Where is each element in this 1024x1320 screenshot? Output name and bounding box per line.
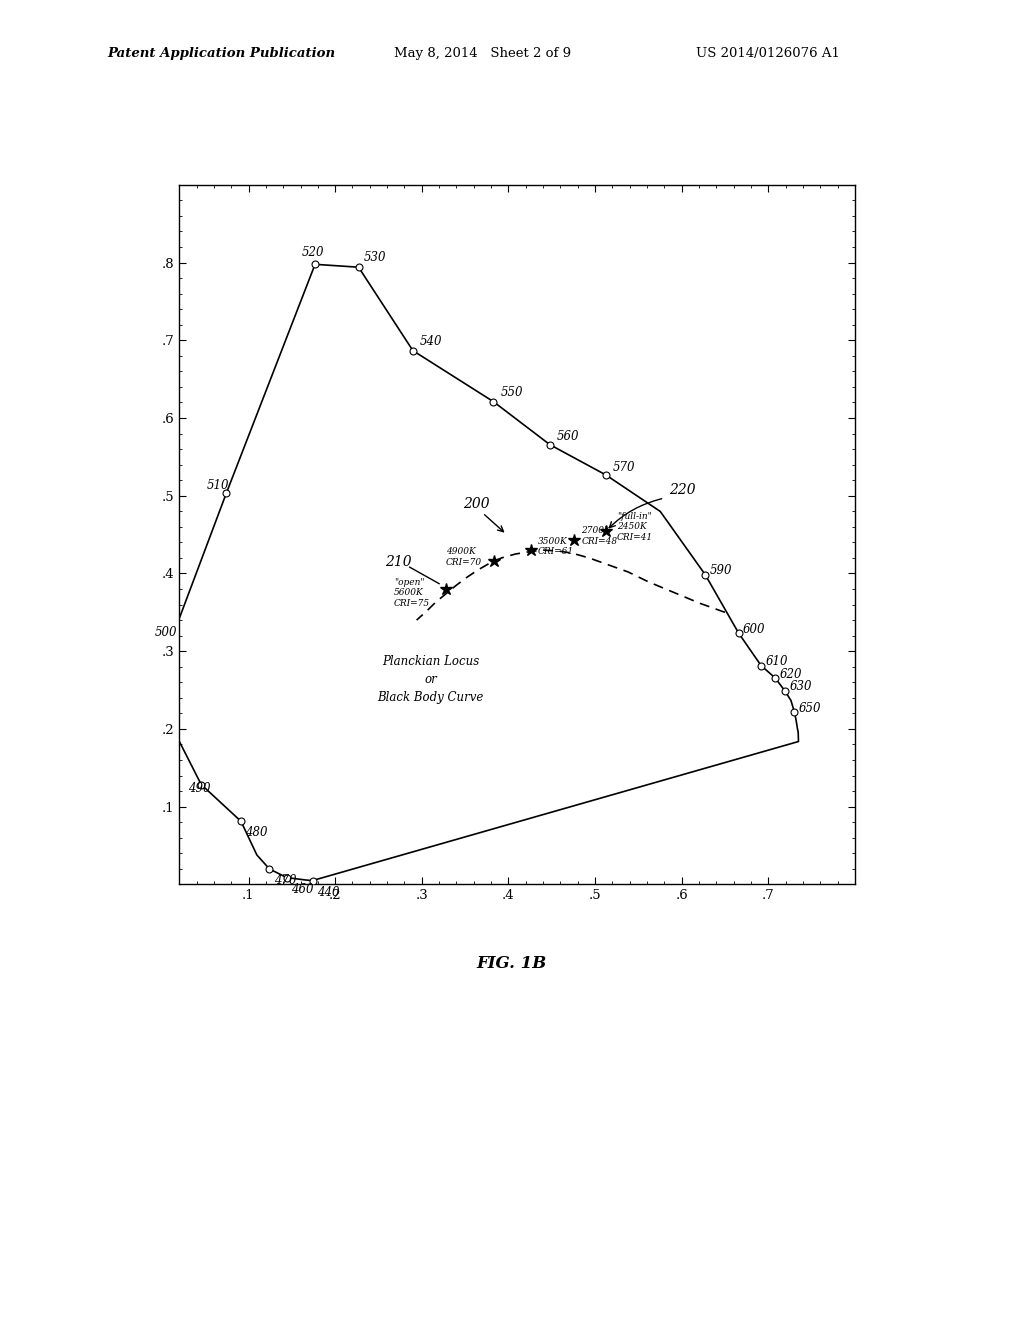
Text: May 8, 2014   Sheet 2 of 9: May 8, 2014 Sheet 2 of 9 [394, 46, 571, 59]
Text: 520: 520 [302, 246, 325, 259]
Text: 540: 540 [420, 335, 442, 347]
Text: 560: 560 [557, 430, 580, 444]
Text: 490: 490 [188, 781, 211, 795]
Text: 650: 650 [799, 702, 821, 714]
Text: 620: 620 [779, 668, 802, 681]
Text: 220: 220 [669, 483, 695, 496]
Text: "open"
5600K
CRI=75: "open" 5600K CRI=75 [394, 578, 430, 607]
Text: 630: 630 [790, 680, 812, 693]
Text: 440: 440 [317, 886, 340, 899]
Text: 460: 460 [291, 883, 313, 896]
Text: 200: 200 [464, 496, 490, 511]
Text: 2700K
CRI=48: 2700K CRI=48 [582, 527, 617, 546]
Text: 570: 570 [612, 461, 635, 474]
Text: 470: 470 [273, 874, 296, 887]
Text: Patent Application Publication: Patent Application Publication [108, 46, 336, 59]
Text: 590: 590 [710, 564, 732, 577]
Text: Planckian Locus
or
Black Body Curve: Planckian Locus or Black Body Curve [377, 656, 483, 705]
Text: 480: 480 [246, 826, 268, 840]
Text: 500: 500 [155, 626, 177, 639]
Text: US 2014/0126076 A1: US 2014/0126076 A1 [696, 46, 841, 59]
Text: 210: 210 [385, 554, 412, 569]
Text: 600: 600 [743, 623, 766, 636]
Text: 510: 510 [207, 479, 229, 492]
Text: 610: 610 [765, 655, 787, 668]
Text: 550: 550 [501, 385, 523, 399]
Text: 3500K
CRI=61: 3500K CRI=61 [538, 536, 574, 556]
Text: 530: 530 [364, 251, 386, 264]
Text: FIG. 1B: FIG. 1B [477, 956, 547, 972]
Text: "full-in"
2450K
CRI=41: "full-in" 2450K CRI=41 [616, 512, 653, 541]
Text: 4900K
CRI=70: 4900K CRI=70 [446, 548, 482, 566]
